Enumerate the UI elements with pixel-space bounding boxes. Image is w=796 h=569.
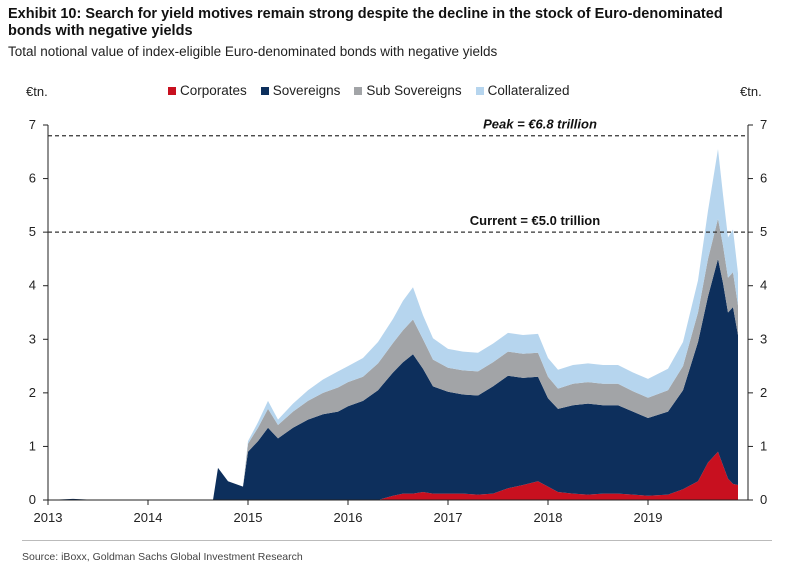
- left-y-tick-label: 2: [29, 385, 36, 400]
- legend-item-collateralized: Collateralized: [475, 83, 570, 98]
- chart-title: Exhibit 10: Search for yield motives rem…: [8, 6, 788, 40]
- legend-swatch-sovereigns: [260, 86, 269, 95]
- legend-item-sovereigns: Sovereigns: [260, 83, 341, 98]
- right-y-tick-label: 7: [760, 117, 767, 132]
- right-y-tick-label: 2: [760, 385, 767, 400]
- chart-title-line-2: bonds with negative yields: [8, 23, 193, 39]
- right-y-tick-label: 5: [760, 224, 767, 239]
- right-y-tick-label: 4: [760, 278, 767, 293]
- series-area-collateralized: [48, 149, 738, 500]
- chart-title-line-1: Exhibit 10: Search for yield motives rem…: [8, 6, 723, 22]
- x-tick-label: 2013: [34, 510, 63, 525]
- left-axis-unit: €tn.: [26, 84, 48, 99]
- legend-swatch-collateralized: [475, 86, 484, 95]
- series-area-corporates: [48, 451, 738, 500]
- left-y-tick-label: 7: [29, 117, 36, 132]
- x-tick-label: 2018: [534, 510, 563, 525]
- current-annotation-label: Current = €5.0 trillion: [470, 213, 600, 228]
- legend-label-corporates: Corporates: [180, 83, 247, 98]
- legend-label-sovereigns: Sovereigns: [272, 83, 341, 98]
- series-area-sovereigns: [48, 258, 738, 500]
- left-y-tick-label: 3: [29, 331, 36, 346]
- left-y-tick-label: 6: [29, 171, 36, 186]
- peak-annotation-label: Peak = €6.8 trillion: [483, 117, 597, 132]
- left-y-tick-label: 4: [29, 278, 36, 293]
- chart-subtitle: Total notional value of index-eligible E…: [8, 44, 498, 59]
- right-y-tick-label: 0: [760, 492, 767, 507]
- left-y-tick-label: 1: [29, 438, 36, 453]
- right-y-tick-label: 6: [760, 171, 767, 186]
- footer-divider: [22, 540, 772, 541]
- x-tick-label: 2014: [134, 510, 163, 525]
- legend-label-collateralized: Collateralized: [487, 83, 570, 98]
- legend-item-sub-sovereigns: Sub Sovereigns: [354, 83, 462, 98]
- chart-legend: Corporates Sovereigns Sub Sovereigns Col…: [168, 83, 569, 98]
- x-tick-label: 2016: [334, 510, 363, 525]
- legend-item-corporates: Corporates: [168, 83, 247, 98]
- x-tick-label: 2017: [434, 510, 463, 525]
- legend-label-sub-sovereigns: Sub Sovereigns: [366, 83, 462, 98]
- left-y-tick-label: 0: [29, 492, 36, 507]
- left-y-tick-label: 5: [29, 224, 36, 239]
- x-tick-label: 2019: [634, 510, 663, 525]
- right-y-tick-label: 1: [760, 438, 767, 453]
- series-area-sub-sovereigns: [48, 218, 738, 501]
- x-tick-label: 2015: [234, 510, 263, 525]
- source-note: Source: iBoxx, Goldman Sachs Global Inve…: [22, 551, 303, 563]
- right-y-tick-label: 3: [760, 331, 767, 346]
- legend-swatch-corporates: [168, 86, 176, 95]
- right-axis-unit: €tn.: [740, 84, 762, 99]
- stacked-area-chart: 0 0 1 1 2 2 3 3 4 4 5 5 6 6 7 7 2013 2014 2015 2016 2017 2018…: [29, 117, 767, 525]
- legend-swatch-sub-sovereigns: [354, 86, 363, 95]
